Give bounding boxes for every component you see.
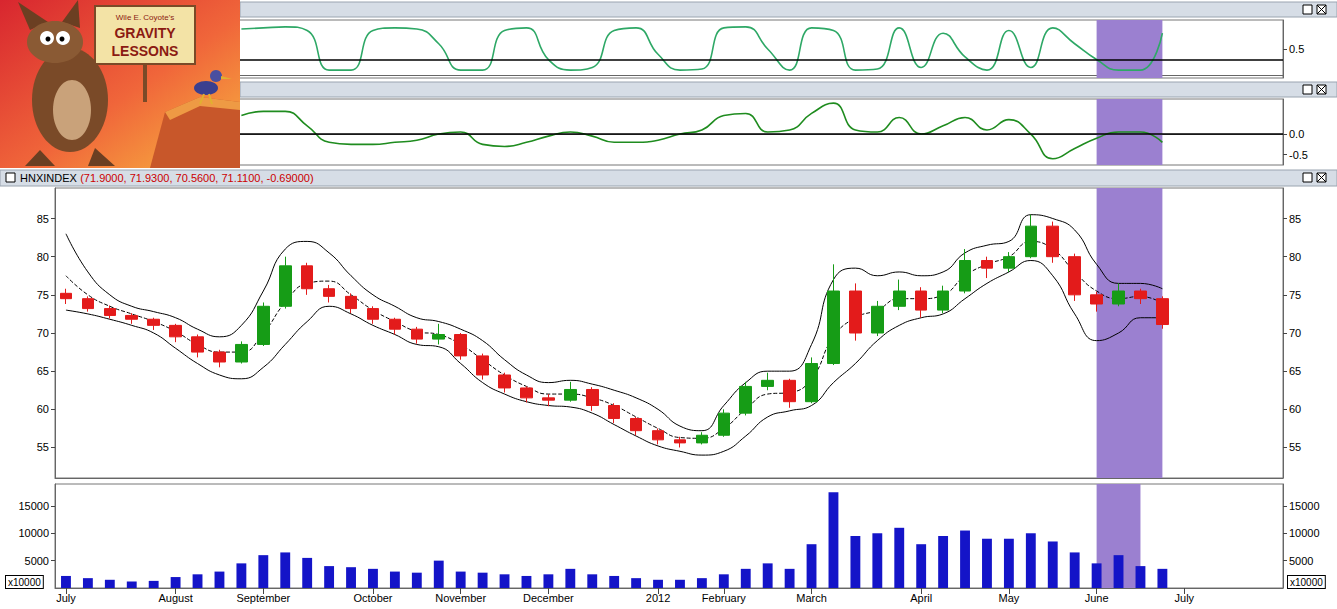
svg-text:HNXINDEX: HNXINDEX [20, 172, 78, 184]
svg-text:85: 85 [37, 213, 49, 225]
svg-text:July: July [56, 592, 76, 604]
svg-text:0.5: 0.5 [1289, 43, 1304, 55]
svg-text:71.1100: 71.1100 [1240, 330, 1276, 341]
svg-text:x10000: x10000 [1290, 577, 1323, 588]
svg-text:July: July [1175, 592, 1195, 604]
svg-text:November: November [435, 592, 486, 604]
svg-text:55: 55 [1289, 441, 1301, 453]
svg-text:March: March [796, 592, 827, 604]
svg-text:65: 65 [1289, 365, 1301, 377]
svg-text:(71.9000, 71.9300, 70.5600, 71: (71.9000, 71.9300, 70.5600, 71.1100, -0.… [80, 172, 313, 184]
svg-text:GRAVITY: GRAVITY [114, 25, 176, 41]
svg-text:5000: 5000 [1289, 555, 1313, 567]
svg-text:0.0: 0.0 [1289, 128, 1304, 140]
svg-text:June: June [1085, 592, 1109, 604]
svg-text:70: 70 [37, 327, 49, 339]
svg-text:August: August [158, 592, 192, 604]
svg-text:71.1100: 71.1100 [63, 330, 99, 341]
svg-text:10000: 10000 [18, 527, 49, 539]
svg-text:October: October [353, 592, 392, 604]
svg-text:15000: 15000 [1289, 500, 1320, 512]
svg-text:80: 80 [37, 251, 49, 263]
svg-text:60: 60 [37, 403, 49, 415]
svg-text:85: 85 [1289, 213, 1301, 225]
svg-text:75: 75 [1289, 289, 1301, 301]
svg-text:May: May [999, 592, 1020, 604]
svg-text:Wile E. Coyote's: Wile E. Coyote's [116, 13, 174, 22]
svg-text:LESSONS: LESSONS [112, 43, 179, 59]
svg-text:80: 80 [1289, 251, 1301, 263]
svg-text:55: 55 [37, 441, 49, 453]
svg-text:April: April [910, 592, 932, 604]
svg-text:60: 60 [1289, 403, 1301, 415]
svg-text:5000: 5000 [25, 555, 49, 567]
svg-text:December: December [523, 592, 574, 604]
svg-text:2012: 2012 [646, 592, 670, 604]
svg-text:February: February [702, 592, 747, 604]
svg-text:x10000: x10000 [8, 577, 41, 588]
svg-text:65: 65 [37, 365, 49, 377]
svg-text:September: September [236, 592, 290, 604]
svg-text:-0.5: -0.5 [1289, 149, 1308, 161]
svg-text:70: 70 [1289, 327, 1301, 339]
svg-text:75: 75 [37, 289, 49, 301]
svg-text:10000: 10000 [1289, 527, 1320, 539]
svg-text:15000: 15000 [18, 500, 49, 512]
